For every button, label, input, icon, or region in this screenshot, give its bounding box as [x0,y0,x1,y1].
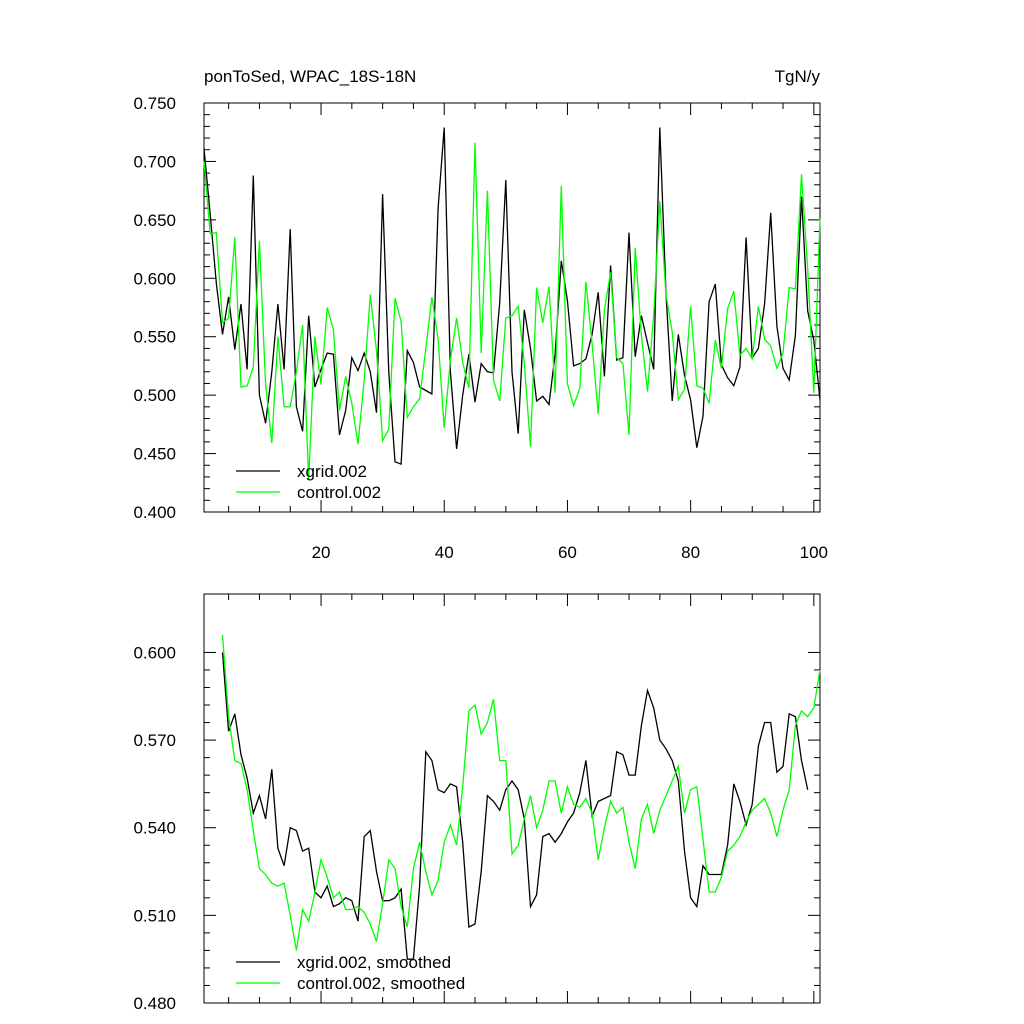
x-tick-label: 60 [558,543,577,562]
x-tick-label: 40 [435,543,454,562]
y-tick-label: 0.510 [133,906,176,925]
y-tick-label: 0.500 [133,386,176,405]
series-line-xgrid [221,652,809,960]
y-tick-label: 0.750 [133,94,176,113]
y-tick-label: 0.550 [133,328,176,347]
plot-frame [203,102,821,513]
legend-label: xgrid.002, smoothed [297,953,451,972]
y-tick-label: 0.700 [133,152,176,171]
series-line-xgrid [203,127,821,466]
smoothed-panel: 0.480 0.510 0.540 0.570 0.600 xgrid.002, smoo… [133,593,821,1013]
legend-label: control.002 [297,483,381,502]
series-line-control [221,634,821,951]
y-tick-label: 0.570 [133,731,176,750]
x-tick-label: 80 [681,543,700,562]
legend-label: control.002, smoothed [297,974,465,993]
y-tick-label: 0.450 [133,445,176,464]
series-line-control [203,142,821,480]
y-tick-label: 0.600 [133,643,176,662]
y-tick-label: 0.540 [133,819,176,838]
y-tick-label: 0.650 [133,211,176,230]
y-tick-label: 0.400 [133,503,176,522]
y-tick-label: 0.480 [133,994,176,1013]
x-tick-label: 100 [800,543,828,562]
x-tick-label: 20 [312,543,331,562]
raw-panel: 0.400 0.450 0.500 0.550 0.600 0.650 0.700 0.750… [133,94,828,562]
plot-frame [203,593,821,1004]
y-tick-label: 0.600 [133,269,176,288]
legend-label: xgrid.002 [297,462,367,481]
units-label: TgN/y [775,67,821,86]
chart-title: ponToSed, WPAC_18S-18N [204,67,416,86]
